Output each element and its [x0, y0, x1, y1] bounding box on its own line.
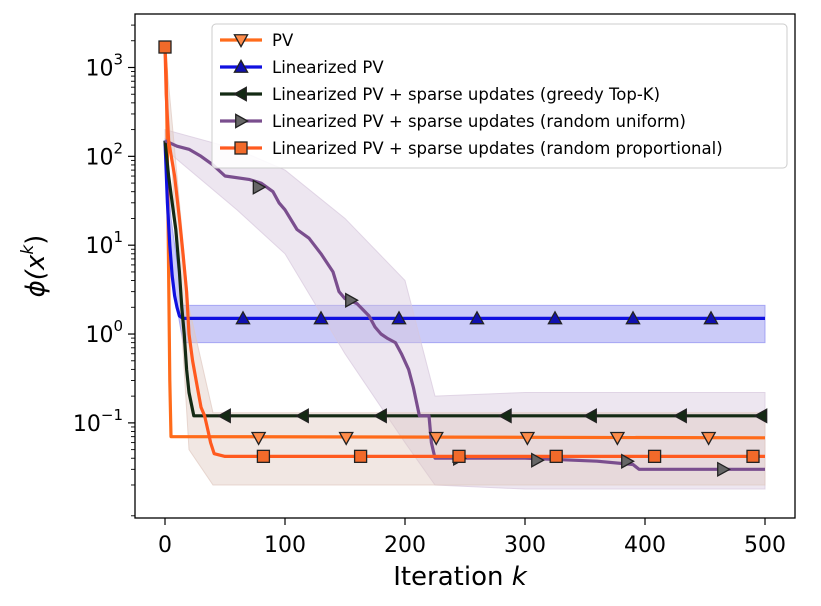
x-tick-label: 500: [744, 533, 786, 558]
y-tick-label: 10−1: [73, 406, 123, 437]
series-1-marker: [235, 310, 251, 325]
y-tick-label: 102: [85, 139, 123, 170]
legend-label-2: Linearized PV + sparse updates (greedy T…: [272, 85, 660, 104]
series-4-marker: [353, 449, 368, 464]
series-markers: [158, 40, 768, 478]
series-4-band: [164, 44, 766, 486]
series-4-marker: [746, 449, 760, 464]
legend-marker-4: [234, 141, 248, 155]
series-3-marker: [345, 292, 359, 308]
x-tick-label: 100: [264, 533, 306, 558]
series-2-marker: [583, 408, 597, 424]
x-tick-label: 0: [158, 533, 172, 558]
series-1-marker: [313, 310, 329, 325]
x-tick-label: 300: [504, 533, 546, 558]
legend-box: [211, 23, 788, 169]
legend-marker-0: [233, 34, 249, 48]
series-3-marker: [717, 461, 731, 478]
series-3-band: [164, 128, 766, 490]
series-4-marker: [647, 449, 662, 464]
legend-marker-1: [233, 59, 249, 73]
legend-marker-2: [233, 86, 247, 102]
legend-label-0: PV: [272, 31, 294, 50]
series-2-marker: [373, 408, 387, 424]
x-tick-label: 400: [624, 533, 666, 558]
series-lines: [163, 46, 766, 471]
series-1-marker: [703, 310, 719, 325]
series-2-marker: [217, 408, 231, 424]
legend-marker-3: [235, 113, 249, 129]
series-2-line: [163, 140, 765, 418]
series-1-marker: [469, 310, 485, 325]
series-2-marker: [295, 408, 309, 424]
series-2-marker: [753, 408, 768, 424]
series-2-marker: [673, 408, 687, 424]
series-4-marker: [158, 40, 172, 54]
series-3-marker: [252, 179, 267, 195]
series-4-marker: [256, 449, 271, 464]
series-0-marker: [700, 431, 717, 446]
series-2-marker: [497, 408, 512, 424]
series-1-marker: [625, 310, 641, 325]
series-3-marker: [531, 452, 545, 468]
series-4-line: [163, 46, 765, 458]
series-3-line: [164, 139, 765, 471]
series-0-marker: [609, 431, 626, 446]
y-axis-label: ϕ(xk): [18, 235, 51, 298]
legend-label-4: Linearized PV + sparse updates (random p…: [272, 139, 723, 158]
series-0-marker: [428, 431, 444, 446]
series-1-marker: [547, 310, 563, 325]
plot-frame: [134, 13, 796, 519]
y-tick-label: 100: [85, 317, 123, 348]
x-axis-ticks: 0 100 200 300 400 500: [158, 518, 786, 558]
series-1-marker: [391, 310, 407, 325]
legend-label-1: Linearized PV: [272, 58, 384, 77]
y-tick-label: 103: [85, 50, 123, 81]
x-axis-label: Iteration k: [393, 562, 528, 592]
series-0-marker: [519, 431, 536, 446]
y-tick-label: 101: [85, 228, 123, 259]
series-0-marker: [250, 431, 267, 446]
series-0-marker: [338, 431, 354, 446]
legend-label-3: Linearized PV + sparse updates (random u…: [272, 112, 686, 131]
series-4-marker: [549, 449, 563, 464]
series-4-marker: [452, 449, 466, 464]
legend: PV Linearized PV Linearized PV + sparse up…: [211, 23, 788, 169]
x-tick-label: 200: [384, 533, 426, 558]
y-axis-ticks: 103 102 101 100 10−1: [73, 24, 135, 517]
series-3-marker: [621, 453, 635, 469]
